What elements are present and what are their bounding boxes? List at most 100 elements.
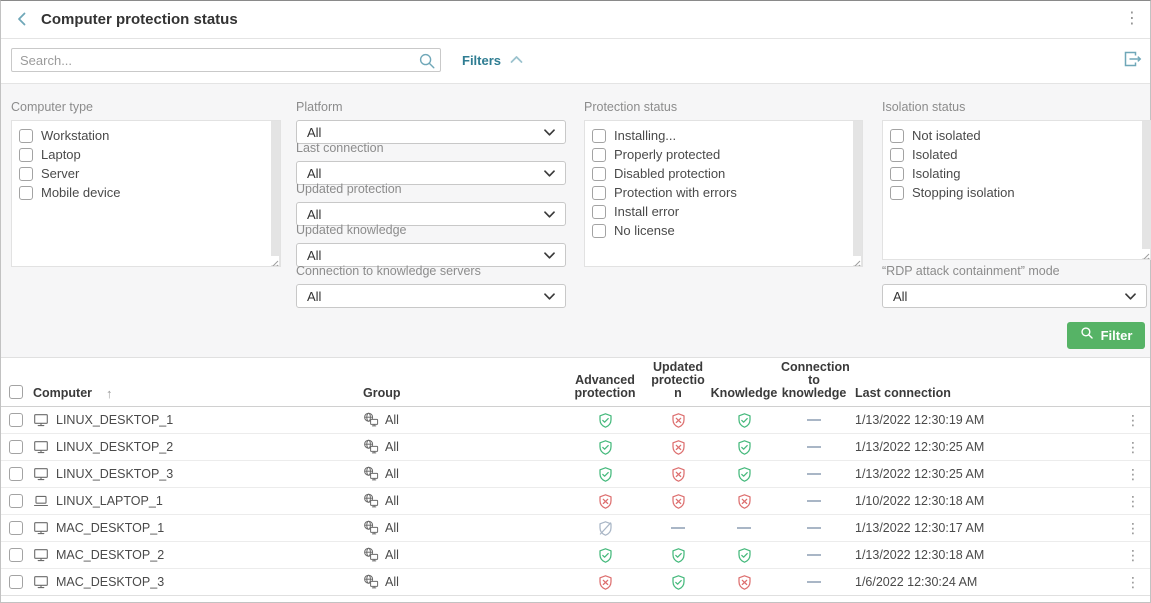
row-checkbox[interactable] bbox=[9, 521, 23, 535]
column-header-group[interactable]: Group bbox=[363, 386, 401, 400]
updated-protection-select[interactable]: All bbox=[296, 202, 566, 226]
filter-checkbox-item[interactable]: Workstation bbox=[19, 128, 264, 143]
last-connection-select[interactable]: All bbox=[296, 161, 566, 185]
checkbox[interactable] bbox=[890, 128, 904, 143]
no-data-dash bbox=[807, 554, 821, 556]
row-checkbox[interactable] bbox=[9, 548, 23, 562]
select-value: All bbox=[307, 165, 322, 181]
row-menu-icon[interactable]: ⋮ bbox=[1126, 546, 1140, 563]
checkbox[interactable] bbox=[592, 185, 606, 200]
checkbox[interactable] bbox=[19, 185, 33, 200]
device-icon bbox=[33, 520, 49, 536]
checkbox[interactable] bbox=[592, 223, 606, 238]
computer-type-listbox[interactable]: Workstation Laptop Server Mobile device bbox=[11, 120, 281, 267]
filter-checkbox-item[interactable]: Not isolated bbox=[890, 128, 1135, 143]
filter-checkbox-item[interactable]: No license bbox=[592, 223, 846, 238]
filter-checkbox-item[interactable]: Protection with errors bbox=[592, 185, 846, 200]
checkbox[interactable] bbox=[592, 166, 606, 181]
table-row[interactable]: MAC_DESKTOP_2 All 1/13/2022 12:30:18 AM … bbox=[1, 542, 1150, 569]
checkbox[interactable] bbox=[19, 147, 33, 162]
row-menu-icon[interactable]: ⋮ bbox=[1126, 411, 1140, 428]
resize-grip[interactable] bbox=[852, 256, 861, 266]
filter-checkbox-item[interactable]: Server bbox=[19, 166, 264, 181]
advanced-protection-status bbox=[561, 574, 649, 591]
table-row[interactable]: LINUX_LAPTOP_1 All 1/10/2022 12:30:18 AM… bbox=[1, 488, 1150, 515]
back-button[interactable] bbox=[13, 10, 33, 30]
protection-status-listbox[interactable]: Installing... Properly protected Disabled … bbox=[584, 120, 863, 267]
column-header-advanced-protection[interactable]: Advanced protection bbox=[574, 373, 636, 400]
table-row[interactable]: LINUX_DESKTOP_2 All 1/13/2022 12:30:25 A… bbox=[1, 434, 1150, 461]
computer-name[interactable]: LINUX_LAPTOP_1 bbox=[56, 494, 163, 508]
table-row[interactable]: LINUX_DESKTOP_3 All 1/13/2022 12:30:25 A… bbox=[1, 461, 1150, 488]
connection-knowledge-status bbox=[781, 500, 847, 502]
row-checkbox[interactable] bbox=[9, 575, 23, 589]
computer-name[interactable]: LINUX_DESKTOP_1 bbox=[56, 413, 174, 427]
checkbox[interactable] bbox=[890, 147, 904, 162]
isolation-status-listbox[interactable]: Not isolated Isolated Isolating Stopping is… bbox=[882, 120, 1151, 260]
knowledge-status bbox=[707, 412, 781, 429]
checkbox[interactable] bbox=[890, 185, 904, 200]
knowledge-servers-select[interactable]: All bbox=[296, 284, 566, 308]
sort-ascending-icon[interactable]: ↑ bbox=[106, 386, 113, 401]
filters-toggle[interactable]: Filters bbox=[462, 51, 523, 69]
filter-checkbox-item[interactable]: Mobile device bbox=[19, 185, 264, 200]
filter-checkbox-item[interactable]: Installing... bbox=[592, 128, 846, 143]
computer-name[interactable]: LINUX_DESKTOP_3 bbox=[56, 467, 174, 481]
scrollbar[interactable] bbox=[1142, 121, 1151, 259]
checkbox[interactable] bbox=[592, 204, 606, 219]
table-row[interactable]: MAC_DESKTOP_1 All 1/13/2022 12:30:17 AM … bbox=[1, 515, 1150, 542]
search-input[interactable] bbox=[11, 48, 441, 72]
knowledge-status bbox=[707, 439, 781, 456]
scrollbar[interactable] bbox=[853, 121, 862, 266]
row-checkbox[interactable] bbox=[9, 467, 23, 481]
column-header-last-connection[interactable]: Last connection bbox=[855, 386, 951, 400]
export-button[interactable] bbox=[1121, 48, 1143, 70]
select-all-checkbox[interactable] bbox=[9, 385, 23, 399]
filter-label: Protection status bbox=[584, 100, 678, 114]
computer-name[interactable]: MAC_DESKTOP_2 bbox=[56, 548, 165, 562]
platform-select[interactable]: All bbox=[296, 120, 566, 144]
filter-checkbox-item[interactable]: Stopping isolation bbox=[890, 185, 1135, 200]
checkbox[interactable] bbox=[890, 166, 904, 181]
column-header-knowledge[interactable]: Knowledge bbox=[710, 386, 778, 400]
checkbox[interactable] bbox=[592, 128, 606, 143]
rdp-mode-select[interactable]: All bbox=[882, 284, 1147, 308]
resize-grip[interactable] bbox=[270, 256, 279, 266]
platform-filters-column: Platform All Last connection All Updated… bbox=[296, 84, 566, 357]
computer-name[interactable]: MAC_DESKTOP_1 bbox=[56, 521, 165, 535]
row-menu-icon[interactable]: ⋮ bbox=[1126, 438, 1140, 455]
filter-checkbox-item[interactable]: Laptop bbox=[19, 147, 264, 162]
row-menu-icon[interactable]: ⋮ bbox=[1126, 465, 1140, 482]
search-icon[interactable] bbox=[418, 52, 436, 70]
computer-name[interactable]: LINUX_DESKTOP_2 bbox=[56, 440, 174, 454]
knowledge-status bbox=[707, 574, 781, 591]
row-menu-icon[interactable]: ⋮ bbox=[1126, 573, 1140, 590]
row-checkbox[interactable] bbox=[9, 440, 23, 454]
checkbox[interactable] bbox=[19, 166, 33, 181]
row-checkbox[interactable] bbox=[9, 494, 23, 508]
filter-checkbox-item[interactable]: Properly protected bbox=[592, 147, 846, 162]
row-menu-icon[interactable]: ⋮ bbox=[1126, 492, 1140, 509]
row-menu-icon[interactable]: ⋮ bbox=[1126, 519, 1140, 536]
filter-checkbox-item[interactable]: Disabled protection bbox=[592, 166, 846, 181]
resize-grip[interactable] bbox=[1141, 249, 1150, 259]
computer-name[interactable]: MAC_DESKTOP_3 bbox=[56, 575, 165, 589]
table-row[interactable]: MAC_DESKTOP_3 All 1/6/2022 12:30:24 AM ⋮ bbox=[1, 569, 1150, 596]
column-header-computer[interactable]: Computer ↑ bbox=[31, 387, 353, 406]
filter-button[interactable]: Filter bbox=[1067, 322, 1145, 349]
kebab-menu-icon[interactable]: ⋮ bbox=[1124, 10, 1140, 27]
table-row[interactable]: LINUX_DESKTOP_1 All 1/13/2022 12:30:19 A… bbox=[1, 407, 1150, 434]
filter-checkbox-item[interactable]: Install error bbox=[592, 204, 846, 219]
column-header-updated-protection[interactable]: Updated protectio n bbox=[651, 360, 705, 400]
group-name: All bbox=[385, 548, 399, 562]
checkbox[interactable] bbox=[19, 128, 33, 143]
column-header-connection-to-knowledge[interactable]: Connection to knowledge bbox=[781, 360, 850, 400]
scrollbar[interactable] bbox=[271, 121, 280, 266]
filter-checkbox-item[interactable]: Isolating bbox=[890, 166, 1135, 181]
advanced-protection-status bbox=[561, 493, 649, 510]
filter-checkbox-item[interactable]: Isolated bbox=[890, 147, 1135, 162]
updated-knowledge-select[interactable]: All bbox=[296, 243, 566, 267]
row-checkbox[interactable] bbox=[9, 413, 23, 427]
chevron-up-icon bbox=[510, 51, 523, 69]
checkbox[interactable] bbox=[592, 147, 606, 162]
